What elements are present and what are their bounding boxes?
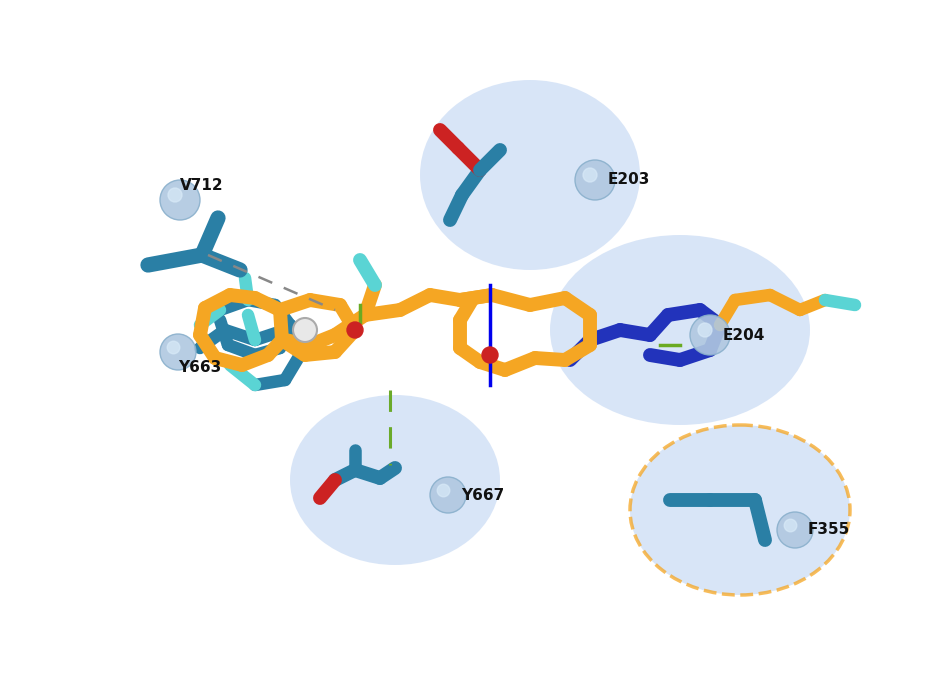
Circle shape (690, 315, 730, 355)
Circle shape (430, 477, 466, 513)
Text: E204: E204 (723, 327, 766, 343)
Circle shape (168, 341, 180, 354)
Text: V712: V712 (180, 178, 224, 193)
Circle shape (293, 318, 317, 342)
Circle shape (160, 180, 200, 220)
Circle shape (347, 322, 363, 338)
Circle shape (784, 519, 797, 532)
Ellipse shape (550, 235, 810, 425)
Circle shape (583, 168, 597, 182)
Circle shape (777, 512, 813, 548)
Text: E203: E203 (608, 172, 651, 187)
Circle shape (698, 323, 712, 337)
Ellipse shape (420, 80, 640, 270)
Circle shape (482, 347, 498, 363)
Ellipse shape (290, 395, 500, 565)
Circle shape (168, 188, 182, 202)
Circle shape (160, 334, 196, 370)
Text: Y663: Y663 (178, 360, 221, 375)
Circle shape (575, 160, 615, 200)
Text: F355: F355 (808, 523, 850, 537)
Text: Y667: Y667 (461, 487, 505, 502)
Circle shape (437, 484, 450, 497)
Ellipse shape (630, 425, 850, 595)
